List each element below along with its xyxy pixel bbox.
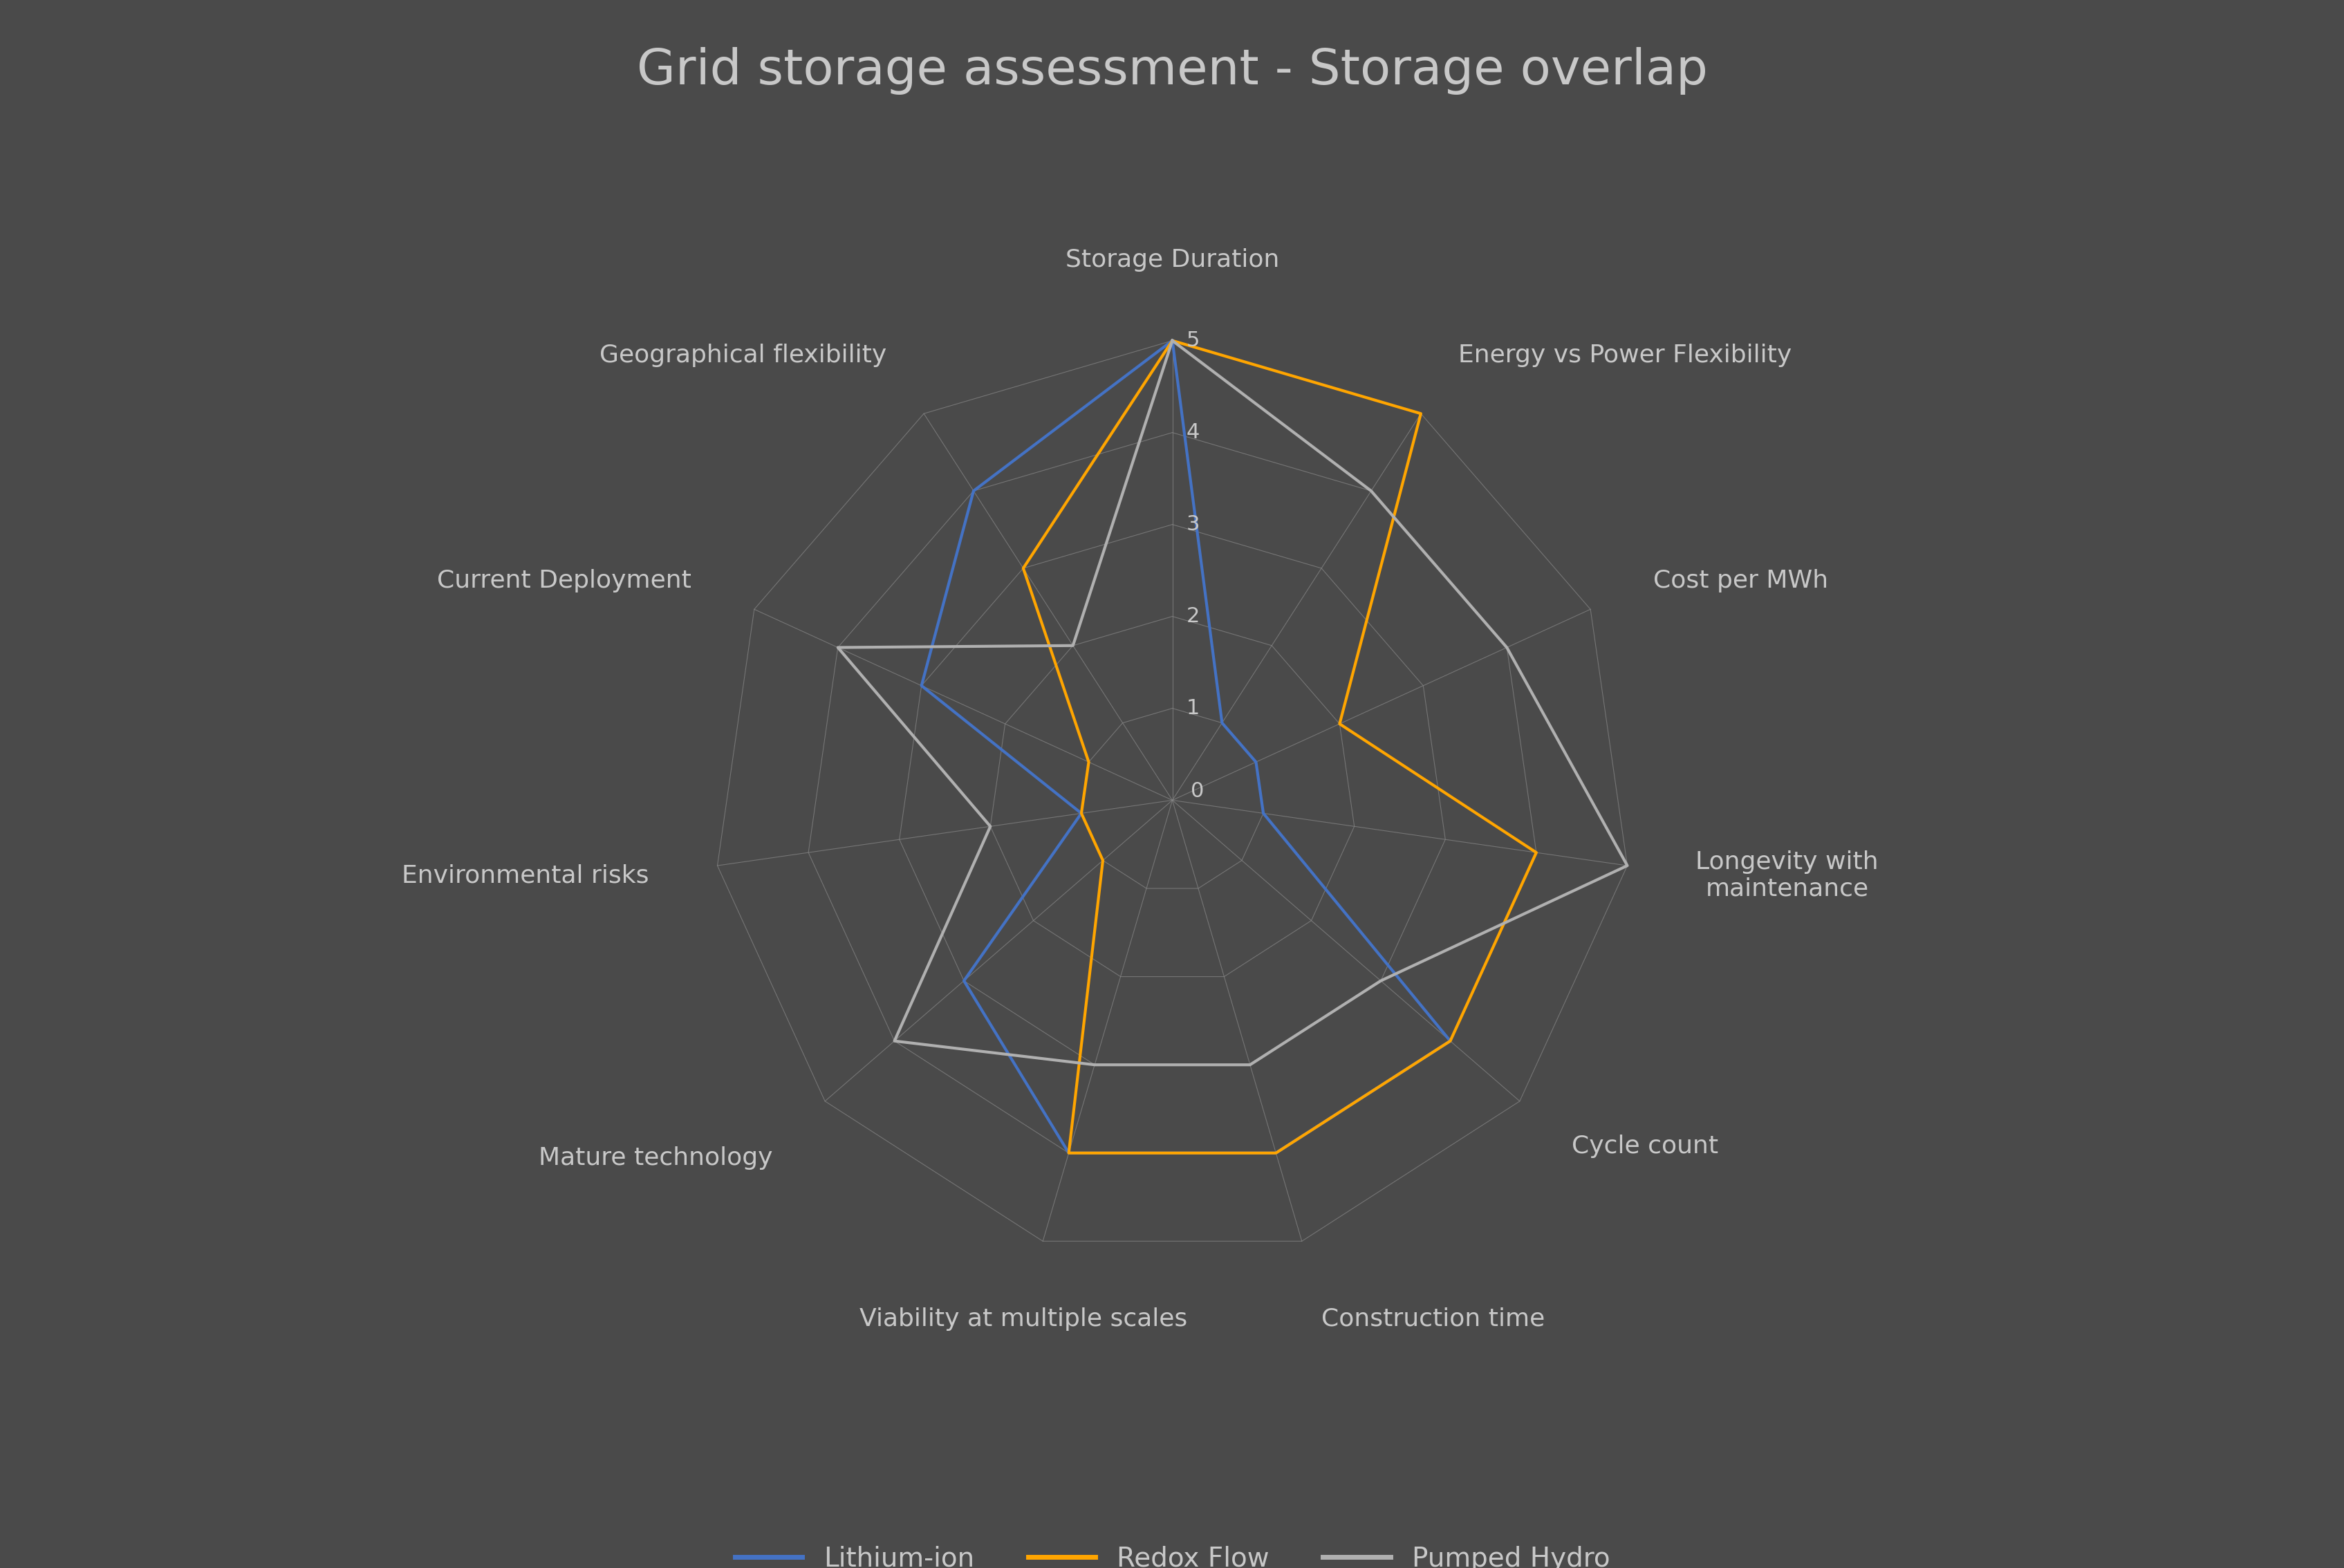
Text: 0: 0: [1191, 781, 1205, 801]
Text: Current Deployment: Current Deployment: [436, 569, 691, 593]
Text: 3: 3: [1186, 514, 1200, 535]
Text: 4: 4: [1186, 422, 1200, 442]
Text: 5: 5: [1186, 331, 1200, 351]
Text: Energy vs Power Flexibility: Energy vs Power Flexibility: [1458, 343, 1791, 367]
Text: 1: 1: [1186, 698, 1200, 718]
Text: Cycle count: Cycle count: [1570, 1135, 1718, 1159]
Text: Longevity with
maintenance: Longevity with maintenance: [1695, 850, 1878, 900]
Text: Storage Duration: Storage Duration: [1064, 248, 1280, 271]
Text: Grid storage assessment - Storage overlap: Grid storage assessment - Storage overla…: [638, 47, 1706, 94]
Text: Construction time: Construction time: [1322, 1308, 1545, 1331]
Text: Geographical flexibility: Geographical flexibility: [600, 343, 886, 367]
Text: Environmental risks: Environmental risks: [401, 864, 649, 887]
Legend: Lithium-ion, Redox Flow, Pumped Hydro: Lithium-ion, Redox Flow, Pumped Hydro: [724, 1535, 1620, 1568]
Text: 2: 2: [1186, 607, 1200, 626]
Text: Mature technology: Mature technology: [539, 1146, 774, 1170]
Text: Viability at multiple scales: Viability at multiple scales: [860, 1308, 1186, 1331]
Text: Cost per MWh: Cost per MWh: [1653, 569, 1828, 593]
